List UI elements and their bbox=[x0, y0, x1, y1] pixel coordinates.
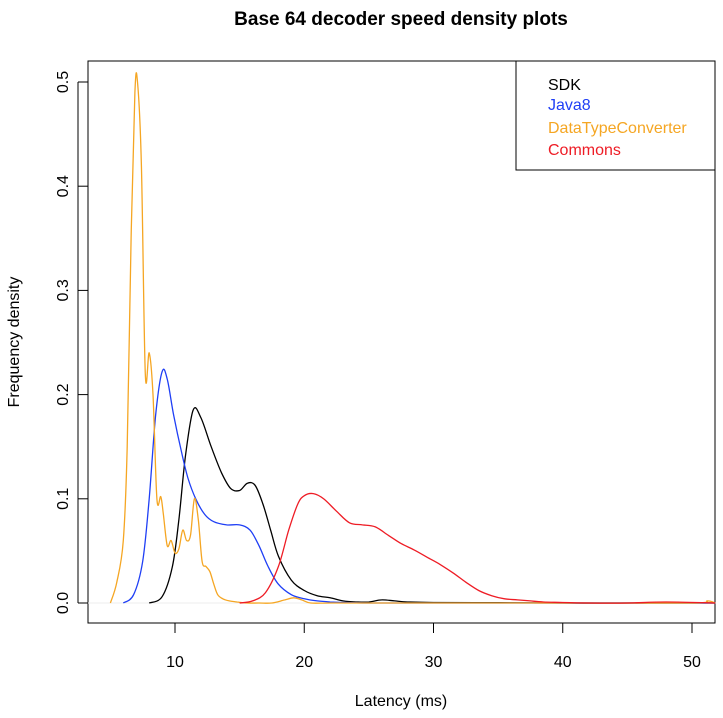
series-lines bbox=[109, 72, 716, 604]
y-tick-label: 0.5 bbox=[55, 71, 72, 93]
legend-item-commons: Commons bbox=[548, 142, 621, 159]
series-line-java8 bbox=[122, 368, 716, 604]
y-axis-label: Frequency density bbox=[6, 277, 23, 408]
y-tick-label: 0.4 bbox=[55, 175, 72, 197]
y-tick-label: 0.2 bbox=[55, 383, 72, 405]
legend-box bbox=[515, 60, 716, 171]
y-tick-label: 0.0 bbox=[55, 592, 72, 614]
x-tick-label: 30 bbox=[425, 654, 443, 671]
x-tick-label: 40 bbox=[554, 654, 572, 671]
x-tick-label: 10 bbox=[166, 654, 184, 671]
y-tick-label: 0.3 bbox=[55, 279, 72, 301]
y-tick-label: 0.1 bbox=[55, 488, 72, 510]
x-axis-label: Latency (ms) bbox=[355, 693, 447, 710]
series-line-sdk bbox=[148, 407, 716, 604]
legend-item-sdk: SDK bbox=[548, 77, 581, 94]
series-line-datatypeconverter bbox=[109, 72, 716, 604]
x-tick-label: 20 bbox=[295, 654, 313, 671]
legend-item-java8: Java8 bbox=[548, 97, 591, 114]
legend-item-datatypeconverter: DataTypeConverter bbox=[548, 120, 687, 137]
plot-frame bbox=[87, 60, 716, 624]
x-tick-label: 50 bbox=[683, 654, 701, 671]
chart-title: Base 64 decoder speed density plots bbox=[234, 9, 568, 30]
legend: SDK Java8 DataTypeConverter Commons bbox=[515, 60, 716, 171]
x-axis: 10 20 30 40 50 bbox=[166, 623, 701, 671]
y-axis: 0.0 0.1 0.2 0.3 0.4 0.5 bbox=[55, 71, 88, 614]
series-line-commons bbox=[239, 492, 716, 604]
